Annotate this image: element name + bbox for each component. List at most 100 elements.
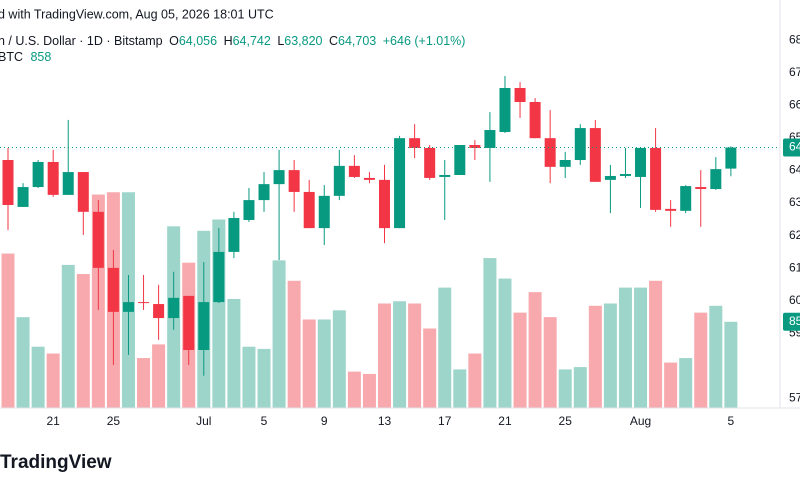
volume-bar	[468, 353, 482, 408]
x-tick-label: 5	[261, 414, 268, 428]
candle-body	[258, 184, 270, 201]
volume-legend: BTC 858	[0, 50, 51, 64]
y-tick-label: 67	[789, 65, 800, 79]
candle-body	[363, 177, 375, 180]
candle-body	[619, 174, 631, 176]
y-tick-label: 61	[789, 260, 800, 274]
volume-bar	[31, 346, 45, 408]
volume-bar	[393, 301, 407, 408]
candle-body	[273, 170, 285, 185]
x-tick-label: 25	[107, 414, 121, 428]
volume-bar	[137, 358, 151, 408]
ohlc-label: H	[224, 34, 233, 48]
candle-body	[183, 295, 195, 350]
volume-tag-label: 85	[789, 314, 800, 328]
candle-body	[333, 165, 345, 196]
y-tick-label: 64	[789, 163, 800, 177]
volume-name: BTC	[0, 50, 23, 64]
candle-body	[680, 186, 692, 211]
candle-body	[484, 130, 496, 148]
y-tick-label: 66	[789, 97, 800, 111]
volume-bar	[408, 303, 422, 408]
volume-bar	[709, 305, 723, 408]
candle-body	[635, 147, 647, 177]
volume-bar	[694, 312, 708, 408]
candle-body	[589, 128, 601, 182]
candle-body	[439, 174, 451, 177]
change: +646 (+1.01%)	[383, 34, 466, 48]
y-tick-label: 60	[789, 293, 800, 307]
candle-body	[544, 138, 556, 167]
volume-bar	[679, 358, 693, 408]
x-tick-label: 13	[378, 414, 392, 428]
candle-body	[348, 165, 360, 177]
volume-bar	[649, 280, 663, 408]
volume-bar	[362, 373, 376, 408]
candle-body	[665, 208, 677, 211]
candle-body	[529, 102, 541, 139]
candle-body	[559, 160, 571, 167]
x-tick-label: 21	[498, 414, 512, 428]
candle-body	[77, 172, 89, 212]
publisher-line: d with TradingView.com, Aug 05, 2026 18:…	[0, 7, 274, 21]
candle-body	[303, 191, 315, 229]
x-tick-label: 25	[559, 414, 573, 428]
candle-body	[469, 145, 481, 148]
volume-bar	[528, 292, 542, 408]
volume-bar	[76, 274, 90, 408]
candle-body	[62, 172, 74, 195]
candle-body	[228, 218, 240, 252]
symbol: n / U.S. Dollar · 1D · Bitstamp	[0, 34, 163, 48]
ohlc-label: O	[169, 34, 179, 48]
x-tick-label: Jul	[196, 414, 211, 428]
volume-bar	[257, 348, 271, 408]
candle-body	[153, 304, 165, 319]
legend-line: n / U.S. Dollar · 1D · Bitstamp O64,056 …	[0, 34, 465, 48]
volume-bar	[272, 260, 286, 408]
volume-bar	[618, 287, 632, 408]
volume-bar	[498, 278, 512, 408]
y-tick-label: 63	[789, 195, 800, 209]
volume-bar	[378, 303, 391, 408]
volume-tag	[783, 312, 800, 331]
volume-bar	[1, 253, 15, 408]
y-tick-label: 68	[789, 32, 800, 46]
volume-bar	[453, 369, 467, 408]
volume-bar	[227, 298, 241, 408]
candle-body	[243, 200, 255, 220]
volume-bar	[588, 305, 602, 408]
price-tag	[783, 138, 800, 157]
x-tick-label: 5	[728, 414, 735, 428]
x-tick-label: Aug	[630, 414, 651, 428]
y-tick-label: 59	[789, 326, 800, 340]
candle-body	[424, 147, 436, 178]
ohlc-value: 64,056	[179, 34, 217, 48]
ohlc-value: 63,820	[284, 34, 322, 48]
volume-bar	[603, 303, 617, 408]
candle-body	[122, 302, 134, 312]
volume-last: 858	[30, 50, 51, 64]
candle-body	[107, 267, 119, 312]
volume-bar	[573, 367, 587, 408]
candle-body	[2, 160, 14, 205]
candle-body	[409, 138, 421, 148]
volume-bar	[302, 319, 316, 408]
volume-bar	[724, 321, 738, 408]
candle-body	[725, 147, 737, 169]
volume-bar	[16, 317, 30, 408]
volume-bar	[438, 287, 452, 408]
candle-body	[454, 145, 466, 175]
ohlc-value: 64,703	[338, 34, 376, 48]
volume-bar	[242, 346, 256, 408]
brand-logo: TradingView	[0, 452, 112, 473]
plot	[1, 75, 738, 408]
volume-bar	[543, 317, 557, 408]
volume-bar	[423, 328, 437, 408]
volume-bar	[347, 371, 361, 408]
ohlc-label: C	[329, 34, 338, 48]
volume-bar	[152, 344, 166, 408]
candle-body	[32, 161, 44, 188]
volume-bar	[287, 280, 301, 408]
candle-body	[198, 302, 210, 350]
volume-bar	[664, 362, 678, 408]
